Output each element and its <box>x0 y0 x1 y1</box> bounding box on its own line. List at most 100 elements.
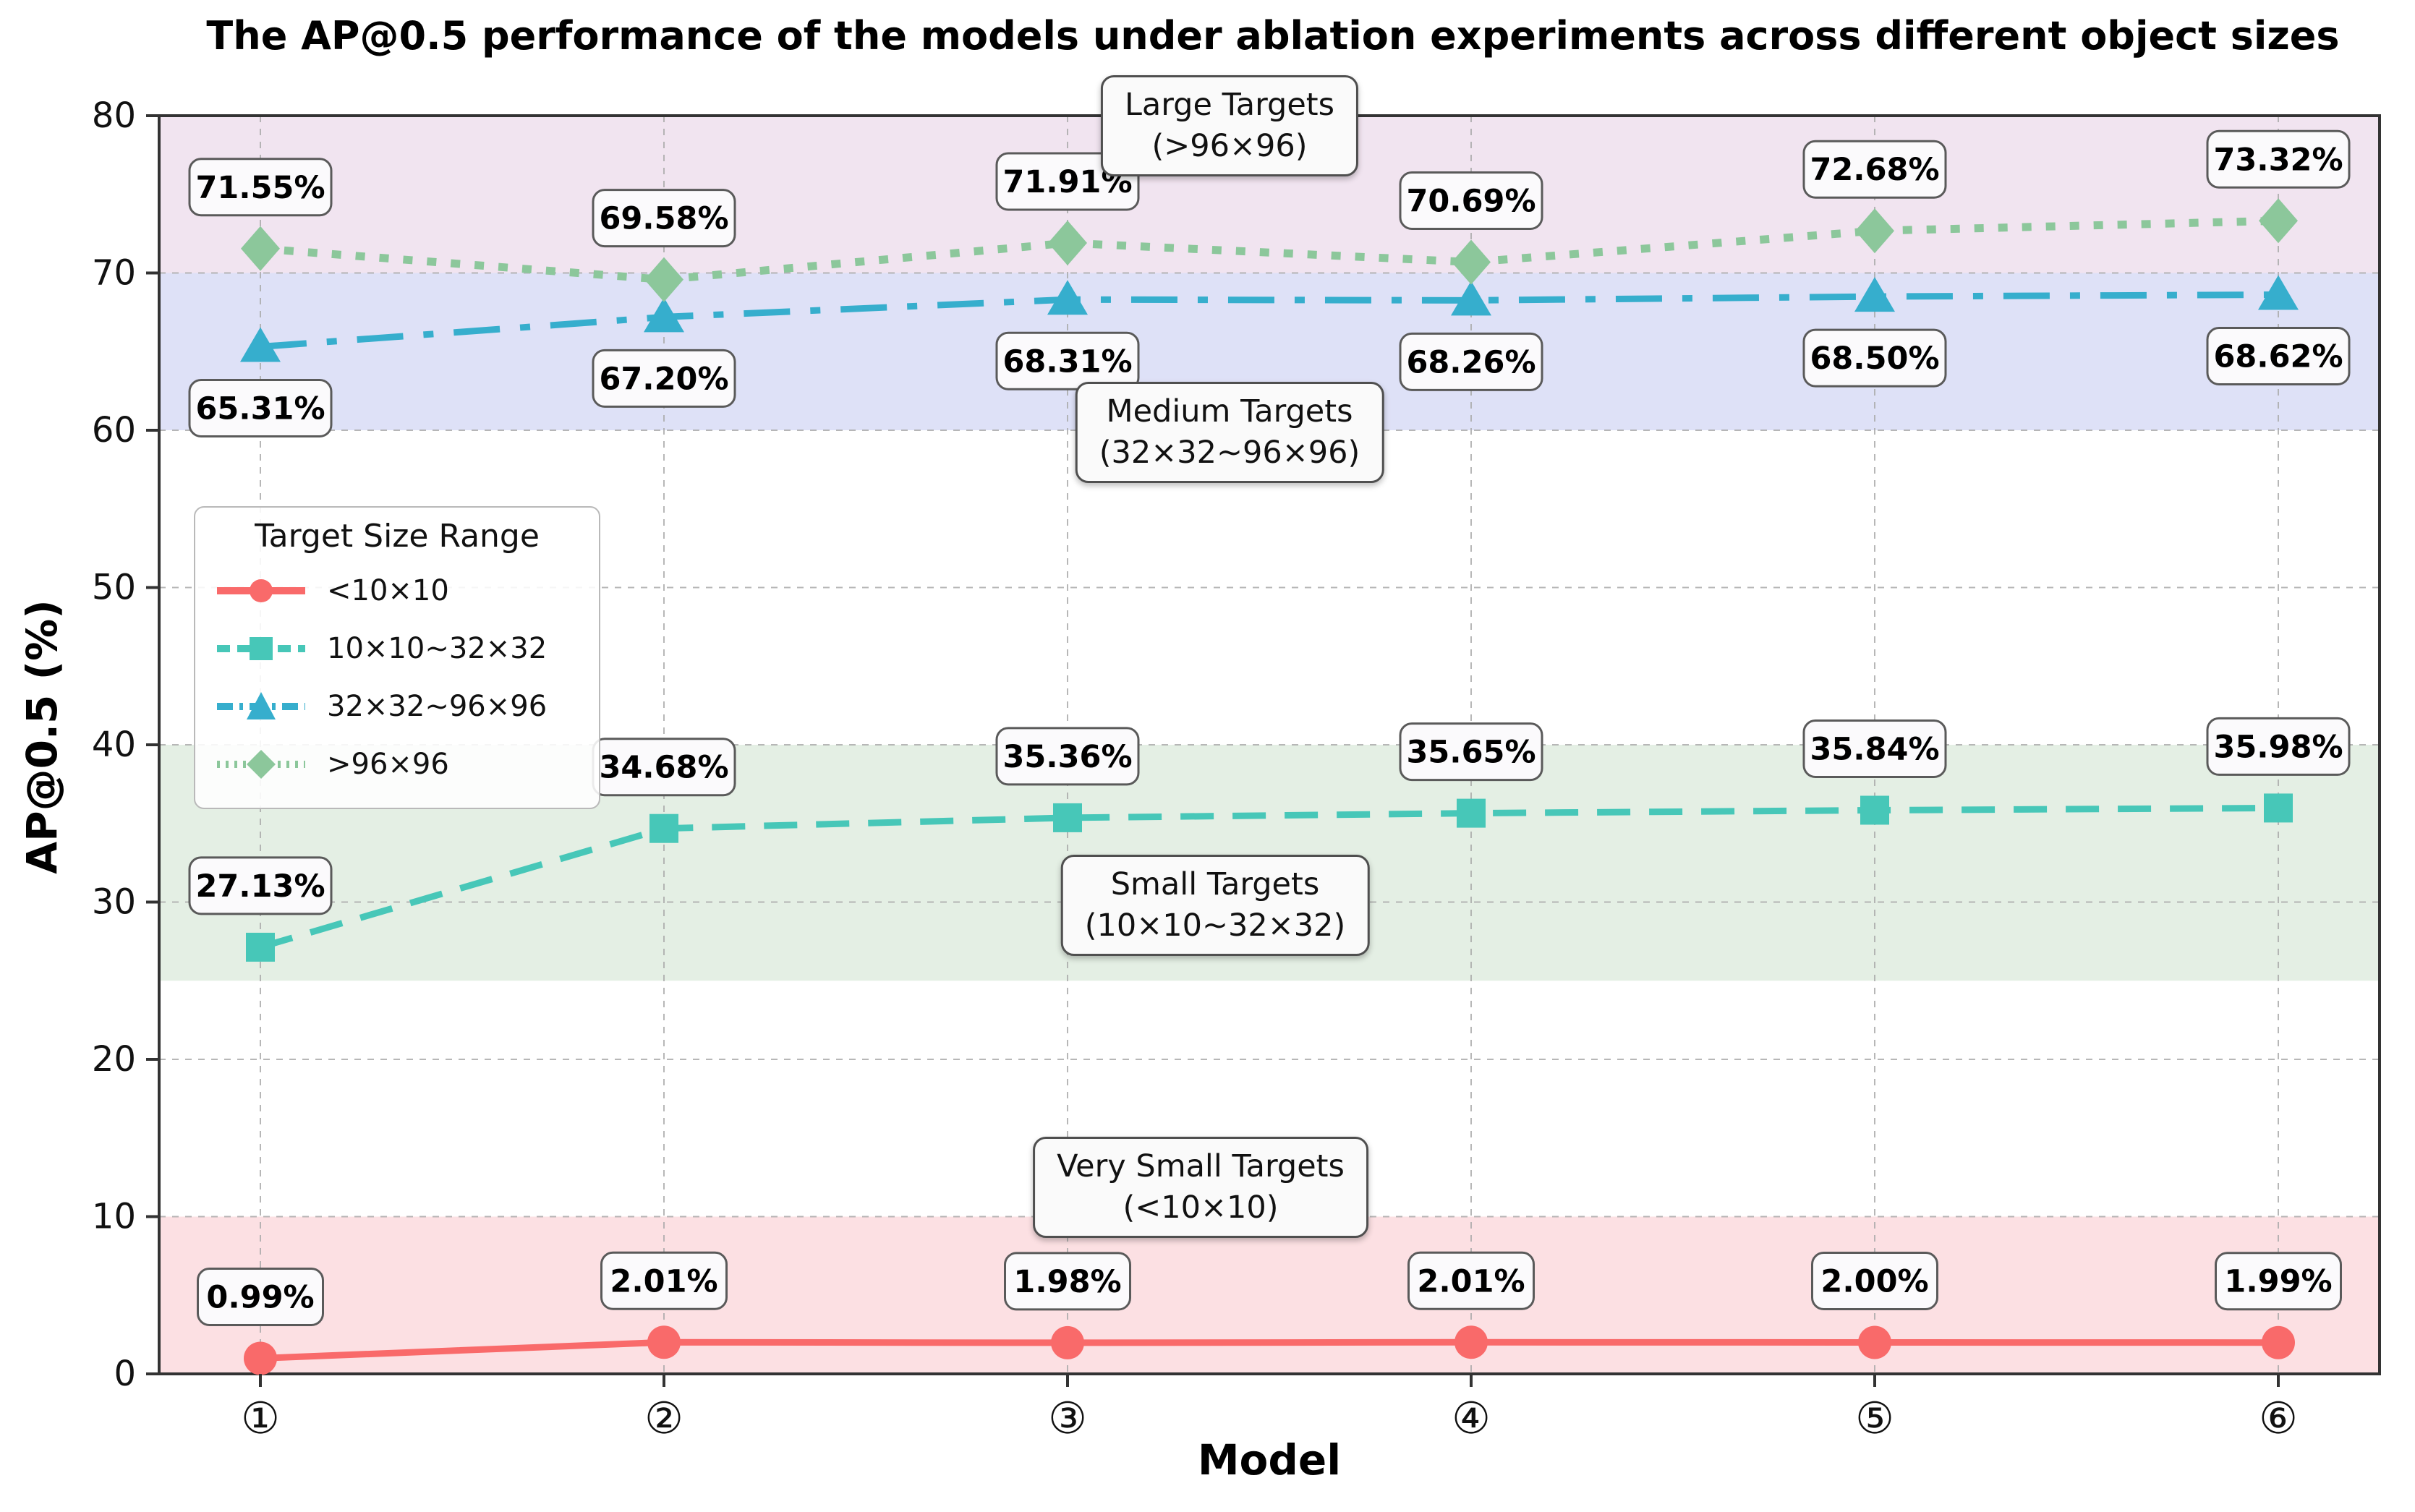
data-label-box <box>188 856 333 915</box>
data-point-marker <box>244 1341 277 1375</box>
data-label-box <box>1399 332 1543 391</box>
data-point-marker <box>1454 1325 1488 1359</box>
data-label: 69.58% <box>599 201 728 237</box>
band-annotation-range: (10×10~32×32) <box>1084 907 1346 944</box>
data-label-box <box>188 158 333 217</box>
series-line <box>259 804 2279 951</box>
data-point-marker <box>2262 1325 2295 1359</box>
data-label-box <box>995 727 1140 786</box>
band-annotation-very-small-targets: Very Small Targets (<10×10) <box>1033 1137 1368 1238</box>
data-point-marker <box>1854 277 1895 312</box>
series-line <box>260 216 2279 284</box>
band-annotation-range: (>96×96) <box>1151 128 1308 164</box>
data-label: 67.20% <box>599 361 728 397</box>
y-tick-label: 30 <box>92 882 136 923</box>
y-tick-label: 50 <box>92 568 136 608</box>
data-point-marker <box>1457 798 1486 828</box>
legend-marker-circle-icon <box>217 579 305 602</box>
data-label-box <box>600 1251 728 1310</box>
data-label: 72.68% <box>1810 152 1939 188</box>
data-label: 70.69% <box>1406 183 1536 219</box>
data-point-marker <box>1860 795 1889 825</box>
data-label: 68.31% <box>1002 343 1132 380</box>
legend-item: 10×10~32×32 <box>214 620 580 678</box>
data-point-marker <box>2259 198 2298 244</box>
band-annotation-medium-targets: Medium Targets (32×32~96×96) <box>1075 382 1384 483</box>
band-annotation-title: Large Targets <box>1124 87 1335 123</box>
data-label-box <box>1407 1251 1535 1310</box>
x-tick-label: ⑤ <box>1855 1393 1894 1444</box>
y-tick-label: 10 <box>92 1197 136 1237</box>
data-label-box <box>2206 717 2351 776</box>
data-label: 1.99% <box>2224 1264 2332 1300</box>
data-point-marker <box>1051 1325 1084 1359</box>
band-annotation-large-targets: Large Targets (>96×96) <box>1100 75 1359 176</box>
data-point-marker <box>1452 239 1491 285</box>
data-point-marker <box>1048 220 1087 265</box>
x-tick-label: ④ <box>1452 1393 1491 1444</box>
legend-item: 32×32~96×96 <box>214 678 580 735</box>
x-tick-label: ① <box>241 1393 280 1444</box>
data-label-box <box>2215 1252 2342 1311</box>
data-label: 68.50% <box>1810 341 1939 377</box>
data-label: 65.31% <box>195 391 325 427</box>
band-annotation-range: (<10×10) <box>1123 1189 1279 1226</box>
y-tick-label: 20 <box>92 1039 136 1080</box>
y-tick-label: 60 <box>92 410 136 450</box>
legend-item-label: >96×96 <box>327 748 449 781</box>
legend-item-label: <10×10 <box>327 574 449 607</box>
data-point-marker <box>1451 281 1491 316</box>
y-axis-label: AP@0.5 (%) <box>17 599 67 874</box>
x-tick-label: ⑥ <box>2259 1393 2298 1444</box>
data-label: 68.26% <box>1406 344 1536 380</box>
data-label: 34.68% <box>599 750 728 786</box>
data-label-box <box>592 349 736 408</box>
data-point-marker <box>241 226 280 271</box>
data-label: 35.98% <box>2213 729 2343 765</box>
data-label-box <box>995 331 1140 390</box>
legend-item: >96×96 <box>214 735 580 793</box>
data-label: 27.13% <box>195 868 325 905</box>
data-label-box <box>1399 722 1543 782</box>
data-label: 35.65% <box>1406 735 1536 771</box>
data-label-box <box>1811 1252 1938 1310</box>
series-line <box>260 291 2279 350</box>
series-line <box>260 1338 2279 1362</box>
data-label: 73.32% <box>2213 142 2343 178</box>
band-annotation-range: (32×32~96×96) <box>1099 435 1360 471</box>
data-label: 68.62% <box>2213 339 2343 375</box>
legend-marker-diamond-icon <box>217 750 305 779</box>
data-point-marker <box>649 813 678 843</box>
legend-item-label: 32×32~96×96 <box>327 690 548 723</box>
band-annotation-title: Small Targets <box>1110 866 1320 902</box>
y-tick-label: 0 <box>114 1354 136 1394</box>
data-label-box <box>1802 719 1947 778</box>
data-label: 71.55% <box>195 170 325 206</box>
y-tick-label: 40 <box>92 725 136 765</box>
band-annotation-title: Very Small Targets <box>1057 1148 1345 1184</box>
band-annotation-title: Medium Targets <box>1106 393 1353 430</box>
x-tick-label: ③ <box>1048 1393 1087 1444</box>
data-label-box <box>197 1267 324 1326</box>
data-label-box <box>2206 327 2351 386</box>
legend-marker-triangle-icon <box>217 692 305 719</box>
data-label: 2.00% <box>1820 1264 1928 1300</box>
data-label-box <box>1399 171 1543 230</box>
y-tick-label: 70 <box>92 253 136 294</box>
x-tick-label: ② <box>644 1393 683 1444</box>
data-point-marker <box>1047 280 1088 315</box>
data-label: 35.36% <box>1002 739 1132 775</box>
data-point-marker <box>1855 208 1894 254</box>
data-label: 0.99% <box>206 1279 314 1315</box>
data-point-marker <box>2264 793 2293 823</box>
chart-title: The AP@0.5 performance of the models und… <box>206 13 2340 59</box>
data-point-marker <box>647 1325 681 1359</box>
legend-item-label: 10×10~32×32 <box>327 632 548 665</box>
data-point-marker <box>644 257 683 302</box>
data-label: 2.01% <box>1417 1263 1525 1299</box>
y-tick-label: 80 <box>92 95 136 136</box>
data-label-box <box>1004 1252 1131 1311</box>
data-point-marker <box>1858 1325 1891 1359</box>
